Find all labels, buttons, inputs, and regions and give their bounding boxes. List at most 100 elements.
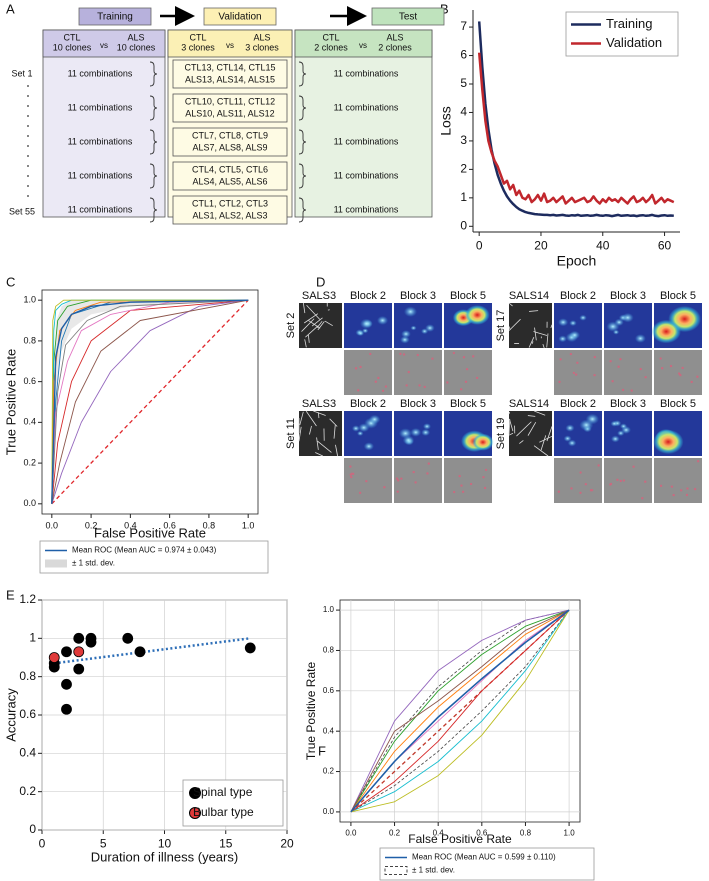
image-label: Block 3: [610, 398, 646, 410]
overlay-spot: [465, 367, 469, 371]
y-tick-label: 0.8: [323, 646, 335, 655]
panel-label: A: [6, 1, 15, 16]
overlay-spot: [679, 489, 683, 492]
overlay-spot: [483, 486, 487, 490]
legend-box: [39, 540, 269, 574]
column-header: [167, 29, 293, 58]
vs-label: vs: [100, 41, 108, 50]
row-label: CTL13, CTL14, CTL15: [184, 62, 275, 72]
panel-label: D: [316, 274, 325, 289]
overlay-spot: [558, 380, 561, 384]
y-tick-label: 1.0: [23, 295, 36, 305]
overlay-spot: [597, 464, 600, 467]
neurite: [317, 321, 325, 331]
bracket: [298, 129, 307, 155]
overlay-spot: [632, 465, 635, 468]
overlay-spot: [670, 485, 674, 488]
overlay-spot: [400, 477, 403, 480]
overlay-spot: [644, 375, 647, 379]
heat-spot: [422, 423, 432, 430]
trendline: [54, 637, 251, 665]
neurite: [531, 341, 534, 344]
overlay-spot: [381, 389, 385, 392]
neurite: [508, 326, 511, 331]
y-tick-label: 0.2: [23, 457, 36, 467]
fold-curve: [51, 299, 249, 504]
bracket: [149, 163, 158, 189]
heat-spot: [472, 433, 494, 451]
neurite: [301, 318, 315, 332]
y-tick-label: 0.6: [23, 376, 36, 386]
overlay-spot: [659, 357, 662, 360]
neurite: [307, 334, 310, 343]
overlay-spot: [452, 351, 456, 355]
neurite: [508, 419, 511, 435]
legend-swatch: [189, 787, 201, 799]
legend-label: ± 1 std. dev.: [72, 559, 115, 568]
overlay-spot: [584, 483, 588, 486]
row-label: 11 combinations: [68, 170, 133, 180]
y-tick-label: 5: [460, 76, 467, 90]
heat-spot: [421, 328, 429, 335]
micrograph: [509, 303, 552, 348]
point: [73, 646, 85, 658]
image-label: Block 3: [400, 290, 436, 302]
heat-spot: [376, 315, 389, 325]
point: [73, 663, 85, 675]
image-label: SALS14: [509, 398, 549, 410]
ellipsis-dot: [27, 125, 29, 127]
y-tick-label: 2: [460, 162, 467, 176]
x-tick-label: 5: [100, 837, 107, 851]
y-tick-label: 4: [460, 105, 467, 119]
point: [134, 646, 146, 658]
row-label: CTL4, CTL5, CTL6: [192, 164, 268, 174]
x-tick-label: 1.0: [564, 829, 576, 838]
legend-box: [379, 847, 595, 881]
neurite: [309, 425, 312, 435]
bracket: [298, 163, 307, 189]
overlay-spot: [384, 385, 388, 388]
overlay-spot: [374, 380, 378, 383]
overlay-spot: [458, 474, 461, 478]
neurite: [528, 337, 535, 348]
y-axis-label: Loss: [438, 106, 454, 136]
neurite: [311, 317, 323, 327]
x-tick-label: 0.4: [433, 829, 445, 838]
row-label: ALS1, ALS2, ALS3: [192, 210, 267, 220]
ellipsis-dot: [27, 195, 29, 197]
neurite: [508, 302, 513, 307]
x-axis-label: False Positive Rate: [408, 832, 512, 846]
neurite: [305, 410, 317, 427]
legend-label: Mean ROC (Mean AUC = 0.599 ± 0.110): [412, 853, 556, 862]
overlay-spot: [407, 370, 410, 374]
heat-spot: [410, 427, 422, 437]
set-label: Set 19: [495, 418, 507, 450]
heat-spot: [464, 305, 490, 325]
micrograph: [299, 411, 342, 456]
image-label: Block 3: [400, 398, 436, 410]
overlay-spot: [472, 355, 475, 358]
overlay-spot: [412, 470, 415, 474]
bracket: [298, 197, 307, 223]
overlay: [604, 350, 652, 395]
overlay-spot: [383, 486, 386, 489]
overlay-spot: [686, 487, 689, 490]
overlay-spot: [559, 358, 562, 361]
overlay-spot: [696, 375, 699, 378]
x-tick-label: 0: [39, 837, 46, 851]
overlay-spot: [609, 483, 612, 486]
x-axis-label: Epoch: [557, 253, 597, 269]
ellipsis-dot: [27, 175, 29, 177]
neurite: [508, 432, 514, 436]
set-label: Set 11: [285, 418, 297, 449]
heat-spot: [619, 423, 628, 430]
point: [85, 632, 97, 644]
image-label: Block 5: [660, 398, 696, 410]
x-tick-label: 20: [534, 239, 548, 253]
overlay-spot: [469, 482, 473, 486]
overlay-spot: [569, 352, 573, 356]
overlay-spot: [576, 361, 579, 364]
overlay-spot: [461, 490, 465, 494]
overlay-spot: [681, 366, 684, 370]
